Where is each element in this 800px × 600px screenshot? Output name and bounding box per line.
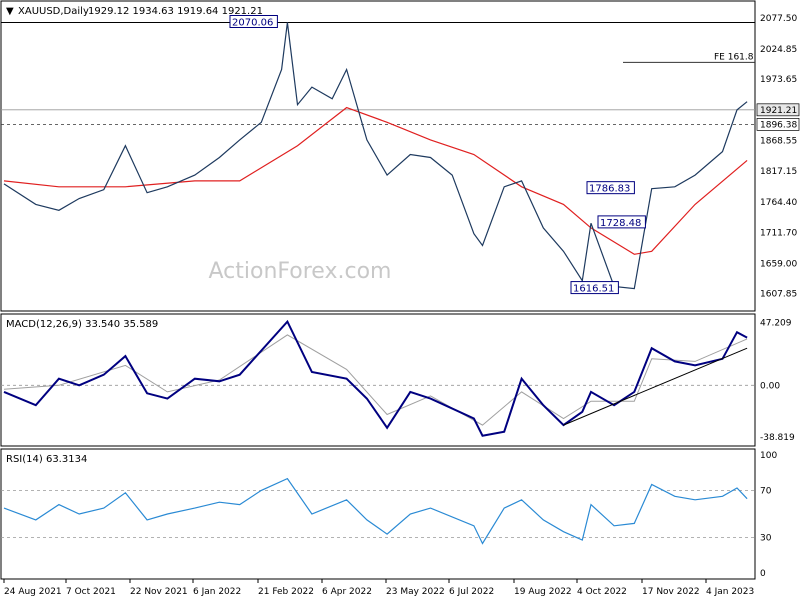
macd-y-axis: 47.209 0.00 -38.819 <box>760 319 795 443</box>
x-tick-label: 22 Nov 2021 <box>130 587 188 597</box>
price-lines <box>3 22 748 290</box>
x-tick-label: 21 Feb 2022 <box>258 587 314 597</box>
price-panel-frame <box>0 0 756 312</box>
x-tick-label: 17 Nov 2022 <box>642 587 700 597</box>
price-line <box>3 22 748 290</box>
price-tick-label: 1607.85 <box>760 290 797 300</box>
macd-title: MACD(12,26,9) 33.540 35.589 <box>6 319 158 330</box>
price-tag-1896.38 <box>756 118 800 131</box>
rsi-tick-label: 30 <box>760 534 772 544</box>
price-tick-label: 1764.40 <box>760 198 797 208</box>
price-tick-label: 1817.15 <box>760 167 797 177</box>
fe-label: FE 161.8 <box>714 52 754 62</box>
symbol-title: XAUUSD,Daily <box>18 6 89 17</box>
x-tick-label: 6 Jul 2022 <box>449 587 494 597</box>
x-tick-label: 6 Apr 2022 <box>322 587 372 597</box>
ohlc-label: 1929.12 1934.63 1919.64 1921.21 <box>88 6 263 17</box>
x-tick-label: 4 Jan 2023 <box>706 587 754 597</box>
rsi-line <box>3 477 748 545</box>
label-2070-box <box>229 14 278 28</box>
macd-panel: MACD(12,26,9) 33.540 35.589 47.209 0.00 -3… <box>0 313 795 447</box>
price-annotations: 2070.06 1786.83 1728.48 1616.51 FE 161.8 <box>229 14 754 295</box>
macd-signal-line <box>3 334 748 426</box>
price-dropdown-icon[interactable]: ▼ <box>6 6 14 17</box>
macd-line <box>3 319 748 437</box>
price-tick-label: 2024.85 <box>760 45 797 55</box>
rsi-tick-label: 0 <box>760 569 766 579</box>
price-tick-label: 2077.50 <box>760 14 797 24</box>
price-tag-1921.21 <box>756 103 800 117</box>
rsi-tick-label: 100 <box>760 451 777 461</box>
x-tick-label: 6 Jan 2022 <box>193 587 241 597</box>
price-tick-label: 1711.70 <box>760 229 797 239</box>
label-1786-box <box>586 181 635 195</box>
x-tick-label: 7 Oct 2021 <box>66 587 116 597</box>
price-panel: ▼ XAUUSD,Daily 1929.12 1934.63 1919.64 1… <box>0 0 800 312</box>
price-tick-label: 1659.00 <box>760 260 797 270</box>
label-1786-label: 1786.83 <box>589 184 630 195</box>
rsi-lines <box>1 477 755 545</box>
price-tick-label: 1921.21 <box>760 106 797 116</box>
label-1616-label: 1616.51 <box>573 284 614 295</box>
rsi-panel-frame <box>0 448 756 580</box>
price-tick-label: 1896.38 <box>760 120 797 130</box>
rsi-y-axis: 100 70 30 0 <box>760 451 777 579</box>
x-tick-label: 24 Aug 2021 <box>4 587 62 597</box>
label-1728-label: 1728.48 <box>600 218 641 229</box>
price-tick-label: 1868.55 <box>760 137 797 147</box>
macd-lines <box>1 319 755 437</box>
price-y-axis: 2077.50 2024.85 1973.65 1921.21 1896.38 1868.… <box>756 14 800 300</box>
macd-trendline <box>563 347 748 426</box>
price-tick-label: 1973.65 <box>760 75 797 85</box>
price-grid <box>1 21 755 125</box>
macd-tick-label: 0.00 <box>760 381 780 391</box>
x-tick-label: 23 May 2022 <box>386 587 445 597</box>
macd-panel-frame <box>0 313 756 447</box>
rsi-panel: RSI(14) 63.3134 100 70 30 0 <box>0 448 777 580</box>
rsi-title: RSI(14) 63.3134 <box>6 454 87 465</box>
x-axis: 24 Aug 2021 7 Oct 2021 22 Nov 2021 6 Jan 20… <box>3 579 754 597</box>
x-tick-label: 4 Oct 2022 <box>577 587 627 597</box>
watermark: ActionForex.com <box>209 259 392 284</box>
rsi-tick-label: 70 <box>760 486 772 496</box>
label-1728-box <box>597 215 646 229</box>
macd-tick-label: -38.819 <box>760 433 795 443</box>
x-tick-label: 19 Aug 2022 <box>514 587 572 597</box>
label-1616-box <box>570 281 619 295</box>
label-2070-label: 2070.06 <box>232 17 273 28</box>
macd-tick-label: 47.209 <box>760 319 792 329</box>
